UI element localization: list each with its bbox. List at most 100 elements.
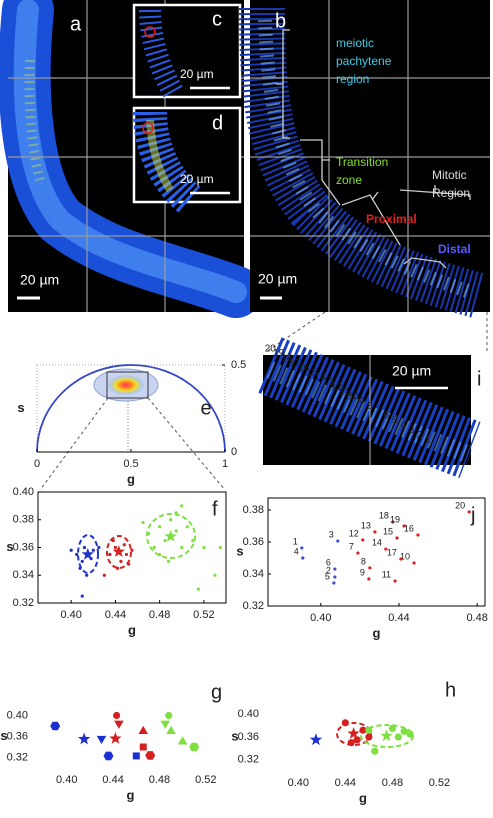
point [406, 730, 414, 738]
point [116, 566, 120, 570]
cell-label: 15 [306, 367, 318, 378]
point-label: 17 [387, 547, 397, 557]
x-axis-label: g [127, 787, 135, 802]
point [75, 552, 79, 557]
point-label: 14 [372, 537, 382, 547]
panel-label: h [445, 679, 456, 701]
point [180, 504, 184, 508]
point-label: 18 [379, 510, 389, 520]
point [164, 529, 177, 542]
y-tick-label: 0.40 [7, 709, 28, 721]
point [139, 743, 147, 751]
point [166, 559, 171, 563]
point [388, 724, 397, 733]
point [138, 725, 148, 734]
y-tick-label: 0.32 [7, 751, 28, 763]
point [347, 727, 360, 739]
x-tick-label: 1 [222, 458, 228, 470]
point [373, 530, 377, 534]
point [160, 720, 170, 729]
panel-label: e [201, 397, 212, 419]
point [119, 559, 123, 563]
point [365, 726, 373, 734]
point [371, 747, 379, 755]
cell-label: 8 [367, 401, 373, 412]
y-tick-label: 0.40 [13, 486, 34, 498]
point [191, 538, 195, 543]
point [163, 538, 167, 543]
region-label: meiotic [336, 36, 374, 50]
point [103, 751, 114, 761]
region-label: Proximal [366, 212, 417, 226]
point-label: 12 [349, 528, 359, 538]
cell-label: 20 [265, 343, 277, 354]
x-tick-label: 0.44 [388, 612, 409, 624]
point-label: 4 [294, 546, 299, 556]
y-tick-label: 0.5 [231, 359, 246, 371]
point-label: 7 [349, 541, 354, 551]
point [341, 719, 349, 727]
scale-label: 20 µm [180, 172, 214, 186]
y-tick-label: 0.34 [243, 568, 264, 580]
point [114, 720, 124, 729]
point [130, 548, 134, 552]
region-label: Distal [438, 242, 471, 256]
scale-label: 20 µm [20, 272, 59, 288]
panel-label: a [70, 13, 82, 35]
point [367, 577, 371, 581]
panel-label: d [212, 112, 223, 134]
cell-label: 18 [281, 353, 293, 364]
panel-label: c [212, 8, 222, 30]
point [91, 548, 95, 552]
y-tick-label: 0.38 [243, 504, 264, 516]
image-i: 20 µm i [258, 337, 481, 479]
cell-label: 4 [400, 420, 406, 431]
point [189, 742, 200, 752]
point-label: 1 [293, 536, 298, 546]
region-label: Region [432, 186, 470, 200]
panel-label: g [211, 681, 222, 703]
point [122, 543, 126, 547]
point [165, 711, 173, 720]
x-tick-label: 0.52 [195, 774, 216, 786]
cell-label: 10 [348, 391, 360, 402]
cell-label: 1 [425, 435, 431, 446]
point [132, 752, 140, 760]
x-axis-label: g [128, 622, 136, 637]
point [124, 552, 129, 557]
y-tick-label: 0.36 [243, 536, 264, 548]
point [399, 557, 403, 561]
region-label: zone [336, 173, 362, 187]
region-label: Transition [336, 155, 388, 169]
point [102, 573, 106, 577]
x-tick-label: 0.52 [193, 609, 214, 621]
point-label: 2 [326, 565, 331, 575]
point [402, 524, 406, 528]
y-tick-label: 0.32 [238, 754, 259, 766]
point [169, 518, 173, 522]
x-tick-label: 0.44 [105, 609, 126, 621]
point [394, 733, 402, 741]
region-label: Mitotic [432, 168, 467, 182]
y-tick-label: 0.36 [238, 731, 259, 743]
point [78, 732, 91, 745]
point [141, 520, 145, 525]
y-tick-label: 0.40 [238, 708, 259, 720]
cell-label: 5 [392, 415, 398, 426]
cell-label: 11 [340, 387, 351, 398]
point [300, 546, 304, 550]
y-axis-label: s [6, 539, 13, 554]
y-axis-label: s [0, 728, 7, 743]
x-tick-label: 0.40 [310, 612, 331, 624]
point [467, 510, 471, 514]
y-tick-label: 0.36 [7, 730, 28, 742]
cell-label: 2 [417, 430, 423, 441]
cell-label: 14 [315, 372, 327, 383]
x-axis-label: g [127, 471, 135, 486]
point-label: 13 [361, 520, 371, 530]
y-tick-label: 0 [231, 446, 237, 458]
point [332, 581, 336, 585]
scale-label: 20 µm [180, 67, 214, 81]
point [384, 547, 388, 551]
